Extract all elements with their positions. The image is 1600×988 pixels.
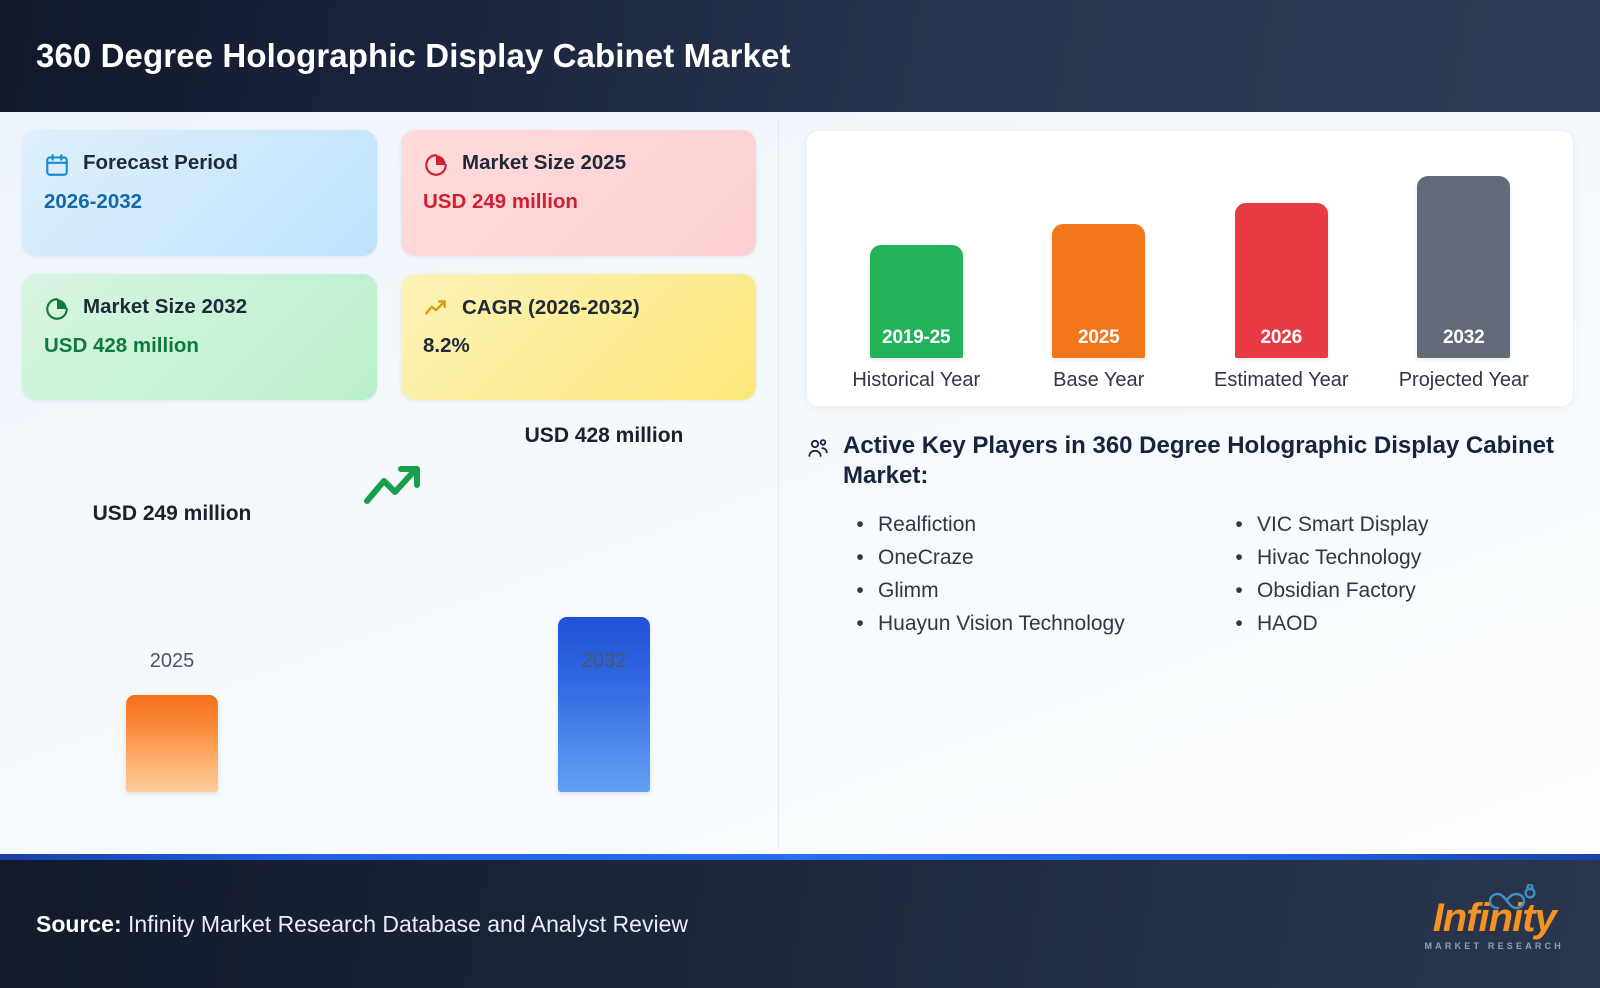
content-body: Forecast Period 2026-2032 Market Size 20…: [0, 112, 1600, 854]
card-label: CAGR (2026-2032): [462, 296, 640, 319]
growth-bar-2025-group: [126, 695, 218, 792]
year-bar-projected: 2032: [1417, 176, 1511, 358]
users-icon: [806, 436, 830, 460]
list-item: Glimm: [842, 574, 1195, 607]
year-item-historical: 2019-25 Historical Year: [841, 245, 991, 394]
pie-chart-icon: [44, 296, 70, 322]
source-value: Infinity Market Research Database and An…: [121, 910, 688, 937]
growth-bar-2032-value: USD 428 million: [524, 424, 684, 447]
list-item: Huayun Vision Technology: [842, 607, 1195, 640]
brand-logo: Infinity MARKET RESEARCH: [1424, 882, 1564, 951]
growth-bar-2025-year: 2025: [149, 650, 195, 672]
source-label: Source:: [36, 910, 122, 937]
year-bar-caption: Projected Year: [1398, 369, 1529, 391]
card-label: Market Size 2032: [83, 295, 248, 318]
year-item-base: 2025 Base Year: [1024, 224, 1174, 394]
footer-accent-line: [0, 854, 1600, 860]
logo-tagline: MARKET RESEARCH: [1424, 940, 1564, 951]
study-years-chart: 2019-25 Historical Year 2025 Base Year 2…: [806, 130, 1574, 407]
logo-wordmark: Infinity: [1432, 895, 1557, 940]
card-header: CAGR (2026-2032): [423, 294, 734, 322]
year-bar-caption: Base Year: [1053, 369, 1145, 391]
stat-card-forecast-period: Forecast Period 2026-2032: [22, 130, 377, 256]
page-title: 360 Degree Holographic Display Cabinet M…: [36, 37, 791, 74]
year-bar-caption: Estimated Year: [1213, 369, 1349, 391]
footer-bar: Source: Infinity Market Research Databas…: [0, 860, 1600, 988]
trending-up-arrow-icon: [362, 461, 424, 514]
card-value: 2026-2032: [44, 190, 143, 213]
year-bar-badge: 2019-25: [882, 327, 951, 348]
right-column: 2019-25 Historical Year 2025 Base Year 2…: [778, 112, 1600, 854]
stat-card-market-size-2025: Market Size 2025 USD 249 million: [401, 130, 756, 256]
header-bar: 360 Degree Holographic Display Cabinet M…: [0, 0, 1600, 112]
card-label: Forecast Period: [83, 151, 238, 174]
year-item-estimated: 2026 Estimated Year: [1206, 203, 1356, 394]
pie-chart-icon: [423, 152, 449, 178]
source-text: Source: Infinity Market Research Databas…: [36, 911, 688, 938]
trending-up-icon: [423, 296, 449, 322]
card-value: USD 249 million: [423, 190, 578, 213]
card-value: 8.2%: [423, 334, 470, 357]
card-header: Market Size 2025: [423, 150, 734, 178]
infinity-mark-icon: [1486, 882, 1548, 923]
key-players-columns: Realfiction OneCraze Glimm Huayun Vision…: [806, 508, 1574, 641]
calendar-icon: [44, 152, 70, 178]
growth-bar-2025-value: USD 249 million: [92, 502, 252, 525]
card-header: Market Size 2032: [44, 294, 355, 322]
key-players-title: Active Key Players in 360 Degree Hologra…: [843, 432, 1554, 490]
key-players-section: Active Key Players in 360 Degree Hologra…: [806, 431, 1574, 641]
key-players-header: Active Key Players in 360 Degree Hologra…: [806, 431, 1574, 492]
list-item: Hivac Technology: [1221, 541, 1574, 574]
growth-bar-2032-year: 2032: [581, 650, 627, 672]
list-item: HAOD: [1221, 607, 1574, 640]
year-item-projected: 2032 Projected Year: [1389, 176, 1539, 394]
column-divider: [778, 118, 779, 848]
growth-bar-2032: [558, 617, 650, 792]
year-bar-badge: 2032: [1443, 327, 1485, 348]
list-item: OneCraze: [842, 541, 1195, 574]
card-header: Forecast Period: [44, 150, 355, 178]
growth-bar-2025: [126, 695, 218, 792]
left-column: Forecast Period 2026-2032 Market Size 20…: [0, 112, 778, 854]
stat-cards-grid: Forecast Period 2026-2032 Market Size 20…: [22, 130, 756, 400]
year-bar-badge: 2026: [1260, 327, 1303, 348]
growth-chart-plot: USD 249 million 2025 USD 428 million: [22, 406, 756, 854]
year-bar-historical: 2019-25: [869, 245, 963, 358]
list-item: VIC Smart Display: [1221, 508, 1574, 541]
card-label: Market Size 2025: [462, 151, 627, 174]
key-players-list-left: Realfiction OneCraze Glimm Huayun Vision…: [842, 508, 1195, 641]
year-bar-caption: Historical Year: [852, 369, 981, 391]
market-growth-chart: USD 249 million 2025 USD 428 million: [22, 406, 756, 854]
growth-bar-2032-group: [558, 617, 650, 792]
year-bar-base: 2025: [1052, 224, 1146, 358]
stat-card-cagr: CAGR (2026-2032) 8.2%: [401, 274, 756, 400]
list-item: Realfiction: [842, 508, 1195, 541]
stat-card-market-size-2032: Market Size 2032 USD 428 million: [22, 274, 377, 400]
list-item: Obsidian Factory: [1221, 574, 1574, 607]
card-value: USD 428 million: [44, 334, 199, 357]
year-bar-badge: 2025: [1078, 327, 1120, 348]
year-bar-estimated: 2026: [1234, 203, 1328, 358]
key-players-list-right: VIC Smart Display Hivac Technology Obsid…: [1221, 508, 1574, 641]
